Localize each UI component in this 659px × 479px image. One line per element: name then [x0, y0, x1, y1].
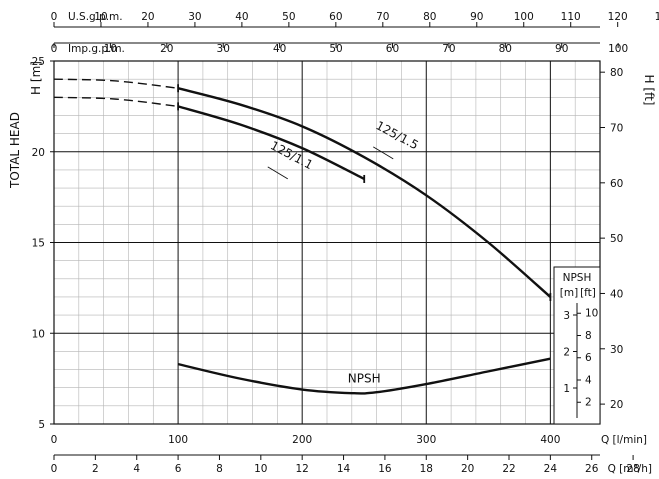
- us-gpm-tick-label: 90: [470, 11, 483, 23]
- npsh-curve-label: NPSH: [348, 371, 381, 385]
- q-lmin-tick-label: 200: [292, 434, 312, 446]
- q-m3h-tick-label: 14: [337, 463, 351, 475]
- h-m-tick-label: 10: [32, 328, 45, 340]
- q-m3h-tick-label: 8: [216, 463, 223, 475]
- imp-gpm-axis-label: Imp.g.p.m.: [68, 43, 125, 55]
- q-m3h-tick-label: 12: [295, 463, 308, 475]
- imp-gpm-tick-label: 40: [273, 43, 286, 55]
- total-head-label: TOTAL HEAD: [8, 112, 22, 189]
- q-lmin-axis-label: Q [l/min]: [601, 434, 647, 446]
- imp-gpm-tick-label: 90: [555, 43, 568, 55]
- h-ft-tick-label: 80: [610, 67, 623, 79]
- q-m3h-tick-label: 18: [420, 463, 433, 475]
- q-m3h-tick-label: 4: [133, 463, 140, 475]
- inset-ft-tick-label: 4: [585, 374, 592, 386]
- q-m3h-tick-label: 24: [544, 463, 558, 475]
- series-2-dashed-curve: [53, 96, 179, 108]
- series-1-dashed-curve: [53, 78, 179, 89]
- inset-unit-ft: [ft]: [580, 287, 596, 299]
- us-gpm-tick-label: 20: [141, 11, 154, 23]
- us-gpm-tick-label: 0: [51, 11, 58, 23]
- imp-gpm-tick-label: 100: [608, 43, 628, 55]
- h-m-tick-label: 15: [32, 238, 45, 250]
- series-1-label: 125/1.5: [374, 118, 421, 152]
- inset-m-tick-label: 3: [563, 310, 570, 322]
- imp-gpm-tick-label: 70: [442, 43, 455, 55]
- imp-gpm-tick-label: 50: [329, 43, 342, 55]
- q-m3h-tick-label: 10: [254, 463, 267, 475]
- q-lmin-tick-label: 100: [168, 434, 188, 446]
- inset-m-tick-label: 2: [563, 347, 570, 359]
- us-gpm-tick-label: 40: [235, 11, 248, 23]
- inset-unit-m: [m]: [560, 287, 578, 299]
- q-lmin-tick-label: 0: [51, 434, 58, 446]
- us-gpm-tick-label: 100: [514, 11, 534, 23]
- h-ft-axis-label: H [ft]: [642, 75, 656, 106]
- series-2-label-leader: [267, 166, 289, 180]
- inset-ft-tick-label: 8: [585, 330, 592, 342]
- h-ft-tick-label: 70: [610, 123, 623, 135]
- h-m-tick-label: 25: [32, 56, 45, 68]
- q-m3h-tick-label: 22: [502, 463, 515, 475]
- us-gpm-tick-label: 30: [188, 11, 201, 23]
- h-ft-tick-label: 50: [610, 233, 623, 245]
- us-gpm-tick-label: 130: [655, 11, 659, 23]
- imp-gpm-tick-label: 60: [386, 43, 399, 55]
- q-m3h-axis-label: Q [m³/h]: [608, 463, 652, 475]
- us-gpm-tick-label: 110: [561, 11, 581, 23]
- h-ft-tick-label: 30: [610, 344, 623, 356]
- npsh-scale-inset: NPSH [m] [ft] 1 2 3 2 4 6 8 10: [553, 266, 601, 425]
- imp-gpm-tick-label: 20: [160, 43, 173, 55]
- us-gpm-tick-label: 120: [608, 11, 628, 23]
- us-gpm-tick-label: 80: [423, 11, 436, 23]
- imp-gpm-tick-label: 10: [104, 43, 117, 55]
- h-m-tick-label: 5: [38, 419, 45, 431]
- us-gpm-tick-label: 50: [282, 11, 295, 23]
- h-m-axis-label: H [m]: [29, 61, 43, 95]
- q-m3h-tick-label: 26: [585, 463, 599, 475]
- q-m3h-tick-label: 20: [461, 463, 474, 475]
- q-lmin-tick-label: 400: [540, 434, 560, 446]
- series-1-head-curve: [177, 87, 552, 298]
- imp-gpm-tick-label: 30: [217, 43, 230, 55]
- h-m-tick-label: 20: [32, 147, 45, 159]
- inset-m-tick-label: 1: [563, 383, 570, 395]
- series-2-head-curve: [177, 105, 365, 181]
- imp-gpm-tick-label: 0: [51, 43, 58, 55]
- us-gpm-tick-label: 70: [376, 11, 389, 23]
- q-m3h-tick-label: 6: [175, 463, 182, 475]
- h-ft-tick-label: 20: [610, 399, 623, 411]
- imp-gpm-tick-label: 80: [499, 43, 512, 55]
- npsh-curve: [177, 357, 551, 395]
- inset-title: NPSH: [563, 272, 592, 284]
- series-1-label-leader: [373, 146, 394, 160]
- us-gpm-tick-label: 10: [94, 11, 107, 23]
- q-m3h-tick-label: 2: [92, 463, 99, 475]
- h-ft-tick-label: 60: [610, 178, 623, 190]
- inset-ft-tick-label: 2: [585, 397, 592, 409]
- us-gpm-axis-label: U.S.g.p.m.: [68, 11, 123, 23]
- us-gpm-tick-label: 60: [329, 11, 342, 23]
- curves: [53, 78, 552, 395]
- inset-ft-tick-label: 10: [585, 308, 598, 320]
- q-m3h-tick-label: 16: [378, 463, 392, 475]
- inset-ft-tick-label: 6: [585, 352, 592, 364]
- axes: 0102030405060708090100110120130U.S.g.p.m…: [8, 11, 659, 475]
- q-m3h-tick-label: 0: [51, 463, 58, 475]
- q-m3h-tick-label: 28: [626, 463, 639, 475]
- q-lmin-tick-label: 300: [416, 434, 436, 446]
- h-ft-tick-label: 40: [610, 288, 623, 300]
